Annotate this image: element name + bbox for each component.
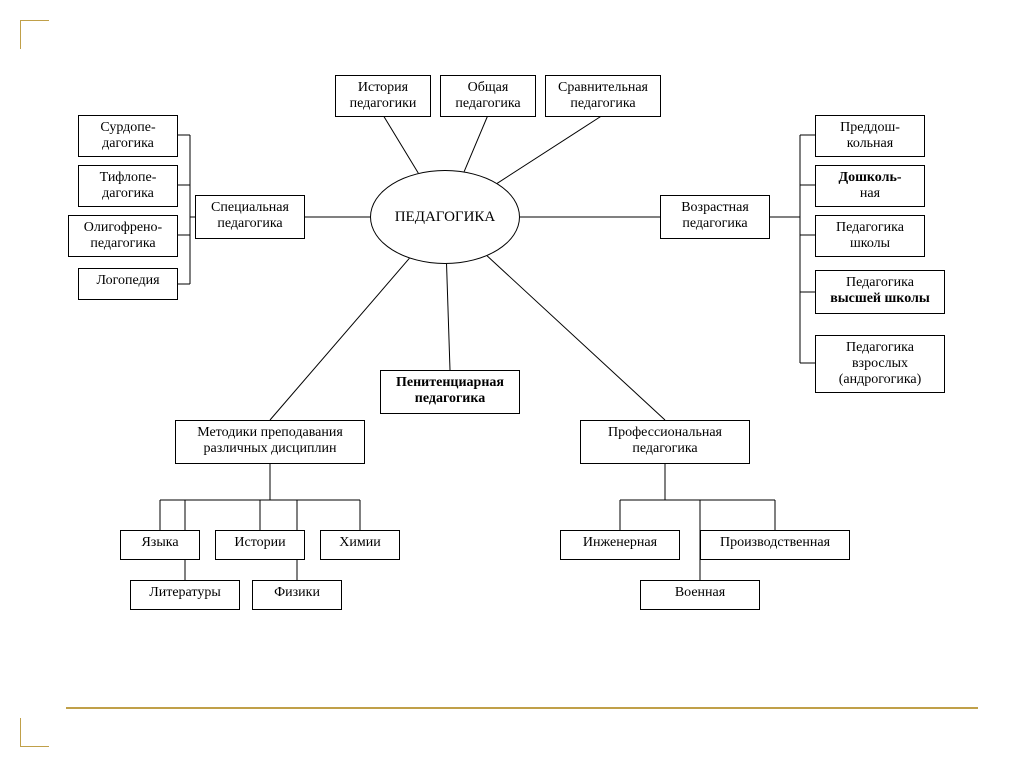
node-preschool: Дошколь-ная [815, 165, 925, 207]
node-comparative_pedagogy: Сравнительнаяпедагогика [545, 75, 661, 117]
node-lit: Литературы [130, 580, 240, 610]
node-production: Производственная [700, 530, 850, 560]
node-lang: Языка [120, 530, 200, 560]
node-logoped: Логопедия [78, 268, 178, 300]
node-chem: Химии [320, 530, 400, 560]
node-age_pedagogy: Возрастнаяпедагогика [660, 195, 770, 239]
node-engineer: Инженерная [560, 530, 680, 560]
node-higher_school: Педагогикавысшей школы [815, 270, 945, 314]
diagram-stage: ПЕДАГОГИКА ИсторияпедагогикиОбщаяпедагоги… [0, 0, 1024, 767]
node-military: Военная [640, 580, 760, 610]
node-tiflo: Тифлопе-дагогика [78, 165, 178, 207]
node-preschool_pre: Преддош-кольная [815, 115, 925, 157]
node-phys: Физики [252, 580, 342, 610]
center-node: ПЕДАГОГИКА [370, 170, 520, 264]
node-istorii: Истории [215, 530, 305, 560]
node-professional: Профессиональнаяпедагогика [580, 420, 750, 464]
node-general_pedagogy: Общаяпедагогика [440, 75, 536, 117]
node-surdo: Сурдопе-дагогика [78, 115, 178, 157]
node-penitentiary: Пенитенциарнаяпедагогика [380, 370, 520, 414]
node-adults: Педагогикавзрослых(андрогогика) [815, 335, 945, 393]
node-oligo: Олигофрено-педагогика [68, 215, 178, 257]
node-history_pedagogy: Историяпедагогики [335, 75, 431, 117]
node-school: Педагогикашколы [815, 215, 925, 257]
node-special_pedagogy: Специальнаяпедагогика [195, 195, 305, 239]
node-methods: Методики преподаванияразличных дисциплин [175, 420, 365, 464]
